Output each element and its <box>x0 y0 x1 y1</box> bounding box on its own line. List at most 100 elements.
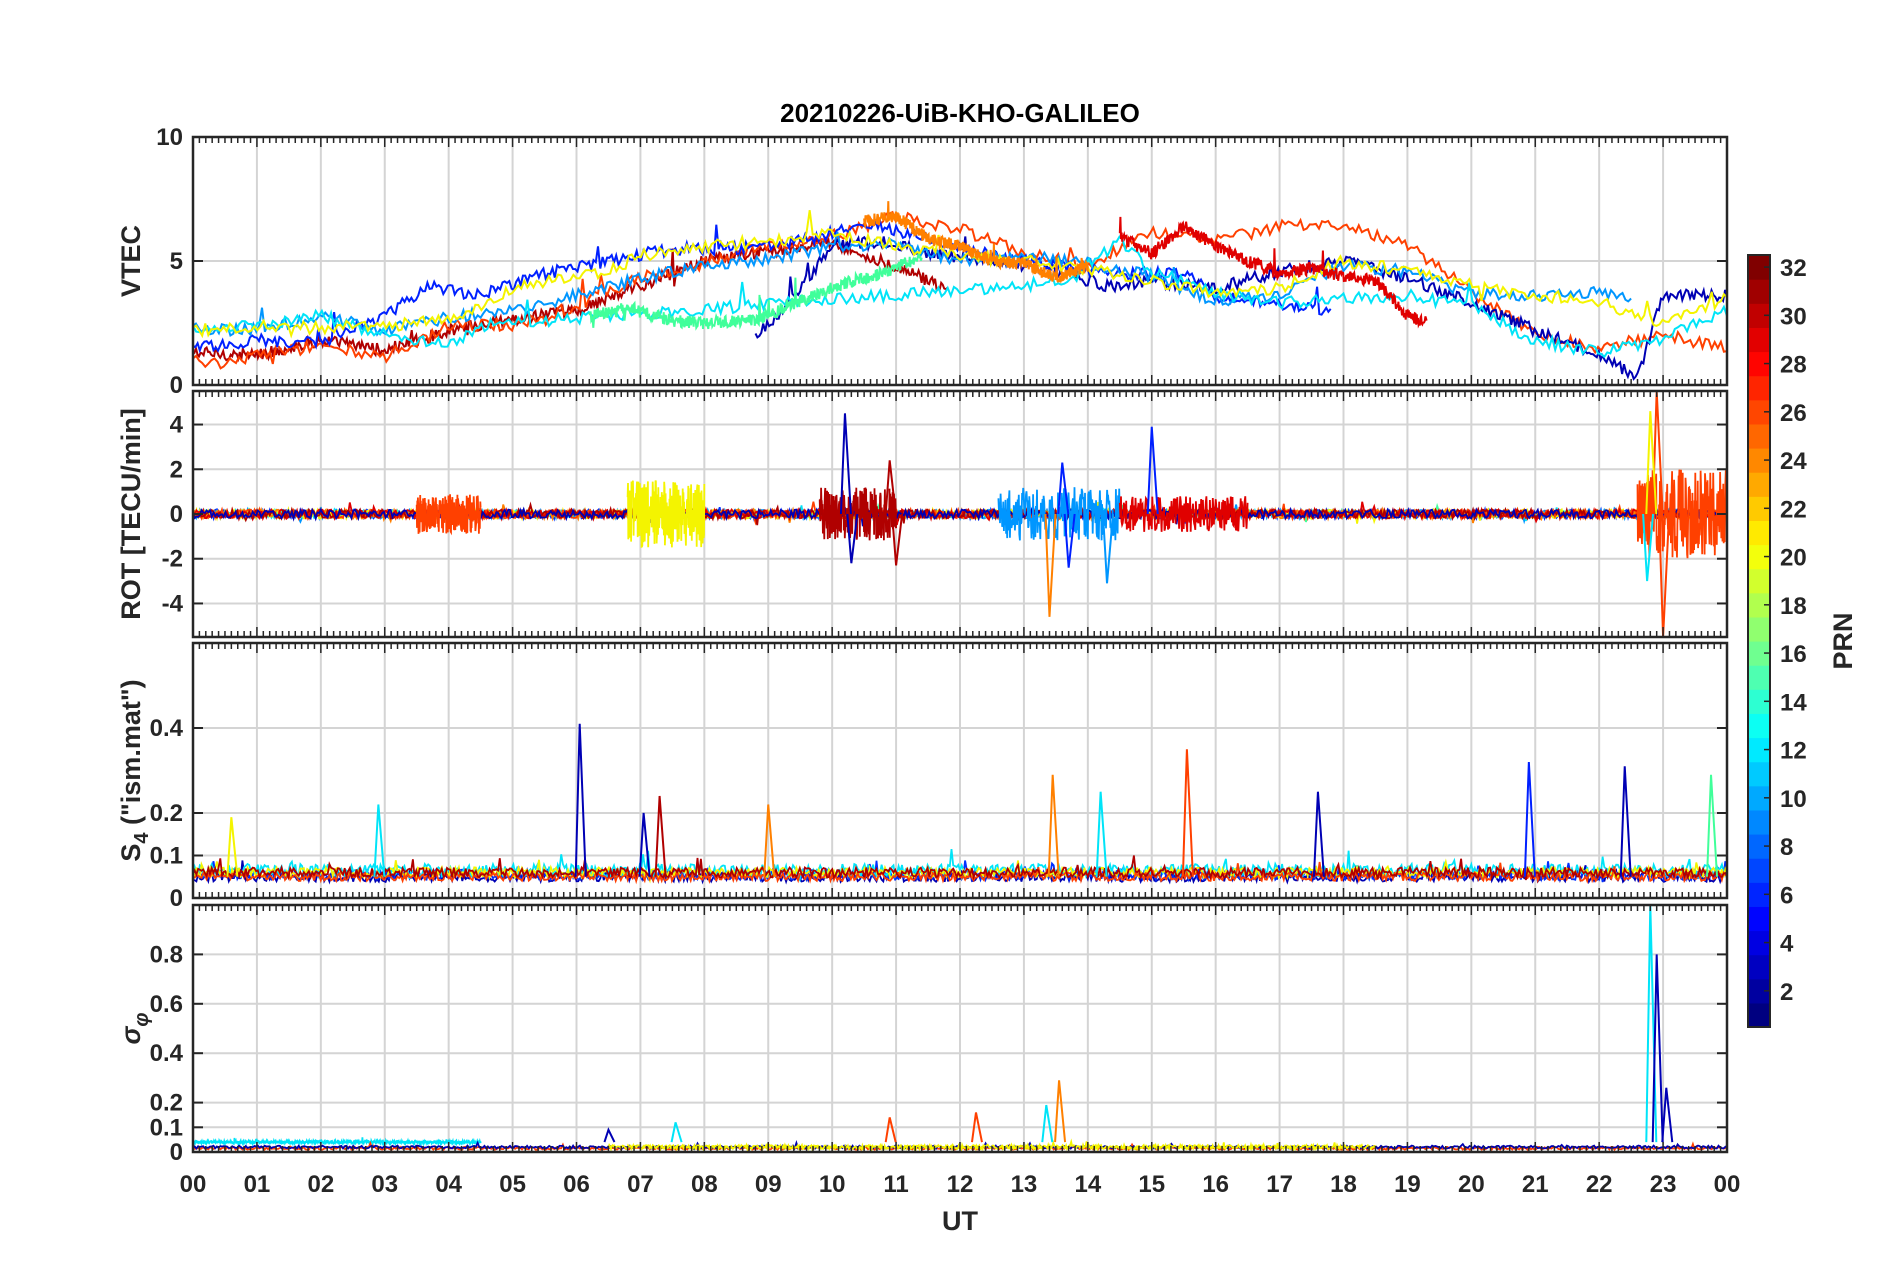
colorbar-segment <box>1748 930 1770 956</box>
colorbar-segment <box>1748 568 1770 594</box>
burst-line <box>626 480 706 548</box>
y-tick-label: 0.6 <box>150 991 183 1018</box>
panel-0: 0 5 10 VTEC <box>116 124 1729 399</box>
colorbar-tick-label: 32 <box>1780 255 1807 282</box>
series-line-prn-2 <box>754 235 1727 381</box>
x-tick-label: 08 <box>691 1171 718 1198</box>
spike-mark <box>1047 774 1060 877</box>
y-tick-label: 0.8 <box>150 941 183 968</box>
colorbar-segment <box>1748 665 1770 690</box>
y-tick-label: 4 <box>170 412 184 439</box>
colorbar-segment <box>1748 858 1770 883</box>
colorbar-tick-label: 30 <box>1780 303 1807 330</box>
colorbar-segment <box>1748 592 1770 618</box>
y-axis-label: σφ <box>116 1013 153 1045</box>
spike-mark <box>1312 791 1325 877</box>
spike-mark <box>1063 513 1076 568</box>
panel-1: -4 -2 0 2 4 ROT [TECU/min] <box>116 389 1729 639</box>
colorbar-segment <box>1748 399 1770 425</box>
x-tick-label: 16 <box>1202 1171 1229 1198</box>
colorbar-tick-label: 20 <box>1780 545 1807 572</box>
spike-mark <box>670 1122 683 1143</box>
spike-mark <box>884 1117 897 1143</box>
colorbar-segment <box>1748 279 1770 304</box>
spike-mark <box>884 460 897 515</box>
burst-line <box>1636 469 1727 559</box>
y-tick-label: 0 <box>170 1139 183 1166</box>
y-tick-label: -2 <box>162 546 183 573</box>
burst-line <box>1118 495 1249 532</box>
y-tick-label: 0.4 <box>150 1040 184 1067</box>
y-tick-label: 10 <box>156 124 183 151</box>
colorbar-segment <box>1748 689 1770 714</box>
colorbar-tick-label: 18 <box>1780 593 1807 620</box>
x-tick-label: 10 <box>819 1171 846 1198</box>
colorbar-label: PRN <box>1828 612 1858 669</box>
series-line-prn-13 <box>193 1137 482 1148</box>
colorbar-tick-label: 10 <box>1780 786 1807 813</box>
colorbar-tick-label: 2 <box>1780 979 1793 1006</box>
colorbar-segment <box>1748 834 1770 859</box>
colorbar-tick-label: 14 <box>1780 689 1807 716</box>
y-tick-label: 0 <box>170 885 183 912</box>
spike-mark <box>846 513 859 564</box>
spike-mark <box>1651 391 1664 515</box>
colorbar-tick-label: 24 <box>1780 448 1807 475</box>
spike-mark <box>373 804 386 877</box>
spike-mark <box>1619 766 1632 877</box>
y-tick-label: 0.4 <box>150 715 184 742</box>
y-axis-label: ROT [TECU/min] <box>116 408 146 619</box>
colorbar-segment <box>1748 906 1770 932</box>
panel-2: 0 0.1 0.2 0.4S4 ("ism.mat") <box>116 641 1729 912</box>
colorbar-tick-label: 22 <box>1780 496 1807 523</box>
burst-line <box>818 487 897 541</box>
colorbar-tick-label: 4 <box>1780 931 1794 958</box>
colorbar-tick-label: 6 <box>1780 882 1793 909</box>
chart-title: 20210226-UiB-KHO-GALILEO <box>780 98 1140 128</box>
y-tick-label: 0.1 <box>150 1114 183 1141</box>
x-tick-label: 09 <box>755 1171 782 1198</box>
y-tick-label: 5 <box>170 248 183 275</box>
colorbar-tick-label: 26 <box>1780 400 1807 427</box>
x-tick-label: 07 <box>627 1171 654 1198</box>
y-tick-label: 0 <box>170 501 183 528</box>
colorbar-segment <box>1748 448 1770 473</box>
y-tick-label: -4 <box>162 590 184 617</box>
spike-mark <box>1041 1104 1054 1143</box>
spike-mark <box>839 413 852 515</box>
spike-mark <box>1146 426 1159 515</box>
series-line-prn-31 <box>193 855 1727 881</box>
spike-mark <box>1102 513 1115 584</box>
x-tick-label: 04 <box>435 1171 462 1198</box>
colorbar-segment <box>1748 713 1770 739</box>
spike-mark <box>970 1112 983 1143</box>
colorbar-tick-label: 8 <box>1780 834 1793 861</box>
x-tick-label: 00 <box>1714 1171 1741 1198</box>
spike-mark <box>1095 791 1108 877</box>
series-line-prn-13 <box>193 235 1727 359</box>
y-axis-label: S4 ("ism.mat") <box>116 679 153 861</box>
spike-mark <box>574 723 587 877</box>
x-tick-label: 05 <box>499 1171 526 1198</box>
burst-line <box>415 494 482 536</box>
colorbar-tick-label: 16 <box>1780 641 1807 668</box>
colorbar-segment <box>1748 327 1770 353</box>
spike-mark <box>1057 462 1070 515</box>
x-tick-label: 21 <box>1522 1171 1549 1198</box>
y-tick-label: 0.2 <box>150 1090 183 1117</box>
spike-mark <box>1645 411 1658 515</box>
spike-mark <box>1181 749 1194 877</box>
y-axis-label: VTEC <box>116 225 146 297</box>
colorbar-segment <box>1748 255 1770 280</box>
spike-mark <box>603 1127 616 1143</box>
series-line-prn-24 <box>863 201 1089 284</box>
x-axis: 00 01 02 03 04 05 06 07 08 09 10 11 12 13 14 15 16 17 18 19… <box>180 1171 1741 1198</box>
colorbar-segment <box>1748 375 1770 401</box>
x-tick-label: 18 <box>1330 1171 1357 1198</box>
spike-mark <box>226 817 239 877</box>
spike-mark <box>1658 513 1671 637</box>
x-tick-label: 14 <box>1074 1171 1101 1198</box>
